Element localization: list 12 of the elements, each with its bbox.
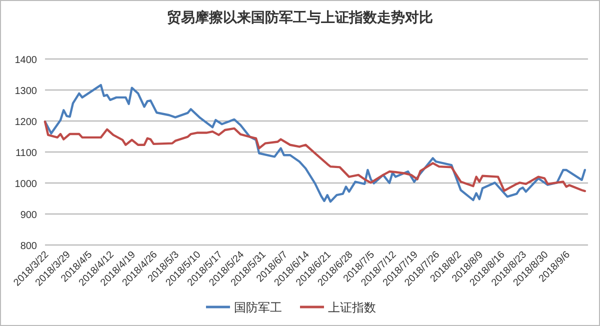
y-tick-label: 900 xyxy=(20,210,38,221)
y-tick-label: 1200 xyxy=(14,117,38,128)
y-tick-label: 1300 xyxy=(14,86,38,97)
chart-title: 贸易摩擦以来国防军工与上证指数走势对比 xyxy=(167,9,433,25)
line-series xyxy=(44,84,586,203)
legend-label: 国防军工 xyxy=(234,300,282,314)
y-tick-label: 800 xyxy=(20,241,38,252)
line-series xyxy=(44,120,586,192)
y-tick-label: 1400 xyxy=(14,55,38,66)
legend-label: 上证指数 xyxy=(328,300,376,314)
y-tick-label: 1000 xyxy=(14,179,38,190)
y-tick-label: 1100 xyxy=(15,148,38,159)
